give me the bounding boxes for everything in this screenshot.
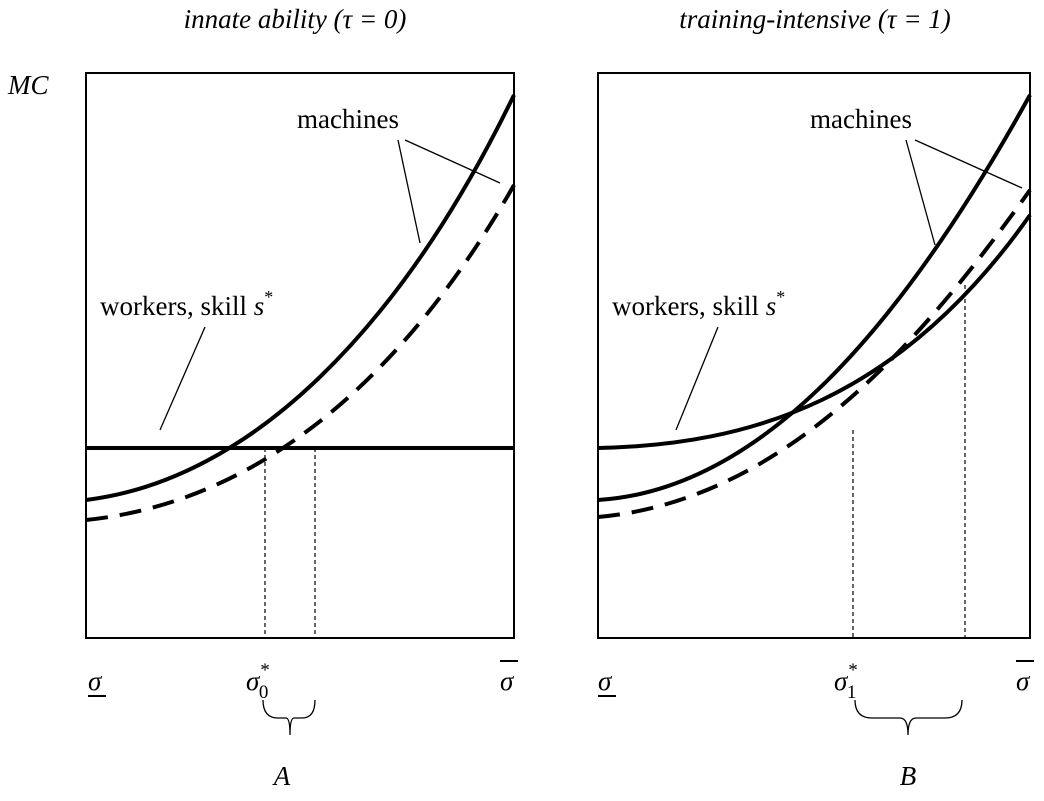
brace-label: A xyxy=(272,761,291,791)
machines-curve xyxy=(597,94,1032,502)
y-label: MC xyxy=(7,70,49,100)
machines-curve-dashed xyxy=(597,188,1032,519)
brace xyxy=(854,699,963,736)
sup: * xyxy=(847,660,857,681)
curve-label: workers, skill s* xyxy=(612,287,785,321)
label-var: s xyxy=(254,291,265,321)
curve-label: machines xyxy=(297,104,399,134)
label-text: workers, skill xyxy=(100,291,254,321)
label-sup: * xyxy=(264,287,273,307)
curve-label: machines xyxy=(810,104,912,134)
sup: * xyxy=(259,660,269,681)
label-var: s xyxy=(766,291,777,321)
brace xyxy=(262,699,316,736)
symbol: σ xyxy=(246,666,261,696)
label-sup: * xyxy=(776,287,785,307)
panel-title: innate ability (τ = 0) xyxy=(184,4,407,34)
panel-frame xyxy=(85,72,515,639)
leader-line xyxy=(905,139,1023,246)
leader-line xyxy=(675,326,719,431)
sub: 0 xyxy=(259,682,269,703)
machines-curve-dashed xyxy=(85,184,516,522)
symbol: σ xyxy=(834,666,849,696)
brace-label: B xyxy=(900,761,917,791)
x-label: σ xyxy=(88,666,103,696)
sub: 1 xyxy=(847,682,857,703)
panel-frame xyxy=(597,72,1031,639)
x-label: σ* 0 xyxy=(246,660,269,703)
x-label: σ* 1 xyxy=(834,660,857,703)
x-label: σ xyxy=(500,666,515,696)
workers-curve xyxy=(597,213,1032,450)
x-label: σ xyxy=(598,666,613,696)
leader-line xyxy=(397,139,501,244)
machines-curve xyxy=(85,94,516,502)
curve-label: workers, skill s* xyxy=(100,287,273,321)
panel-title: training-intensive (τ = 1) xyxy=(679,4,951,34)
label-text: workers, skill xyxy=(612,291,766,321)
x-label: σ xyxy=(1016,666,1031,696)
leader-line xyxy=(159,326,206,431)
